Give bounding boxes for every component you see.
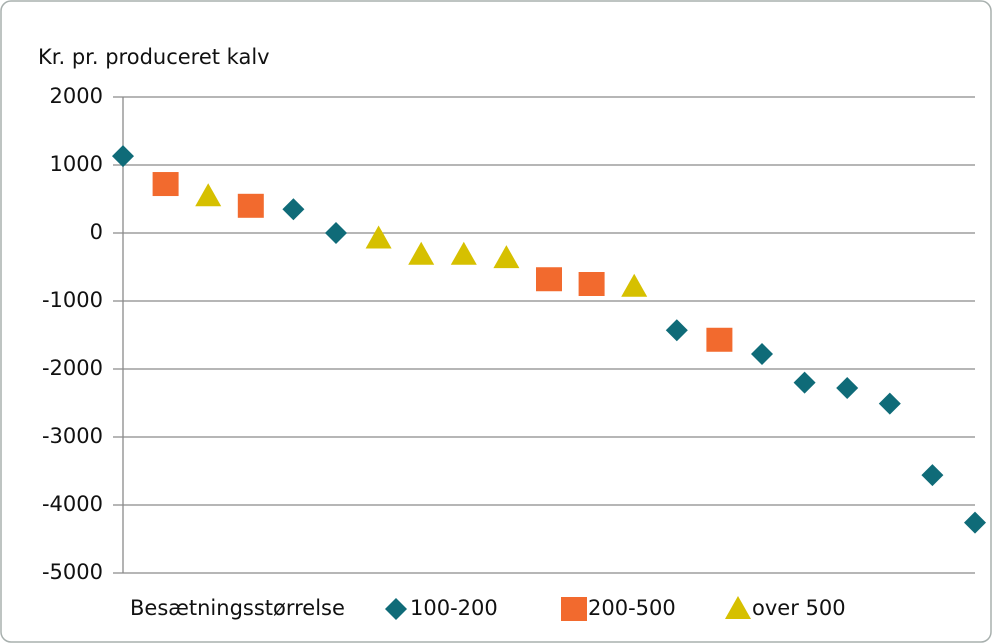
y-tick-label: 2000 (50, 84, 103, 108)
diamond-marker (921, 464, 944, 487)
triangle-marker (195, 183, 222, 207)
triangle-marker (408, 241, 435, 265)
diamond-marker (964, 511, 986, 534)
y-tick-label: -4000 (42, 492, 103, 516)
square-marker (706, 327, 733, 352)
y-axis-label: Kr. pr. produceret kalv (38, 45, 270, 69)
legend-label: 100-200 (410, 596, 498, 620)
legend-label: over 500 (752, 596, 846, 620)
diamond-marker (325, 222, 347, 244)
diamond-marker (282, 198, 305, 221)
square-marker (578, 272, 605, 296)
square-marker (152, 172, 179, 197)
diamond-marker (665, 319, 688, 342)
legend-label: 200-500 (588, 596, 676, 620)
y-tick-label: -1000 (42, 288, 103, 312)
square-marker (536, 267, 562, 292)
diamond-marker (385, 598, 407, 620)
legend-title: Besætningsstørrelse (130, 596, 345, 620)
diamond-marker (836, 377, 859, 400)
triangle-marker (621, 273, 648, 297)
diamond-marker (751, 343, 773, 366)
triangle-marker (725, 596, 751, 619)
triangle-marker (365, 225, 392, 249)
square-marker (561, 597, 587, 621)
y-tick-label: -5000 (42, 560, 103, 584)
y-tick-label: 0 (90, 220, 103, 244)
square-marker (237, 193, 264, 218)
diamond-marker (793, 371, 816, 394)
diamond-marker (878, 392, 901, 415)
diamond-marker (112, 145, 134, 168)
triangle-marker (450, 241, 477, 265)
y-tick-label: -3000 (42, 424, 103, 448)
triangle-marker (493, 245, 520, 269)
y-tick-label: -2000 (42, 356, 103, 380)
y-tick-label: 1000 (50, 152, 103, 176)
